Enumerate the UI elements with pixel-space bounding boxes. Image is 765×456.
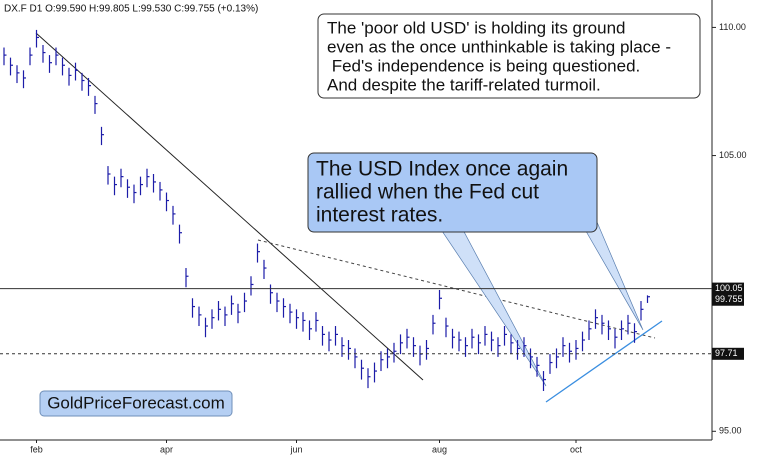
support-trendline [545, 320, 663, 403]
x-tick-label: apr [160, 444, 173, 454]
x-tick-label: jun [289, 444, 302, 454]
y-tick-label: 105.00 [719, 150, 747, 160]
comment-line: The 'poor old USD' is holding its ground [327, 18, 626, 37]
comment-box [317, 13, 701, 99]
callout-box [307, 152, 598, 233]
comment-line: even as the once unthinkable is taking p… [327, 37, 671, 56]
last-price-box [712, 293, 744, 306]
x-tick-label: oct [570, 444, 583, 454]
x-tick-label: aug [432, 444, 447, 454]
level-label: 100.05 [715, 283, 743, 293]
comment-line: Fed's independence is being questioned. [327, 56, 640, 75]
down-trendline [35, 32, 424, 381]
x-tick-label: feb [30, 444, 43, 454]
callout-line: The USD Index once again [316, 158, 568, 181]
symbol-header: DX.F D1 O:99.590 H:99.805 L:99.530 C:99.… [4, 4, 258, 15]
callout-line: rallied when the Fed cut [316, 181, 539, 204]
callout-line: interest rates. [316, 204, 443, 227]
comment-text: The 'poor old USD' is holding its ground… [327, 18, 671, 94]
level-label: 97.71 [715, 348, 738, 358]
level-label-box [712, 282, 744, 295]
last-price-label: 99.755 [715, 294, 743, 304]
y-tick-label: 95.00 [719, 426, 742, 436]
comment-line: And despite the tariff-related turmoil. [327, 75, 601, 94]
price-bars [3, 29, 650, 391]
y-tick-label: 110.00 [719, 22, 746, 32]
level-label-box [712, 347, 744, 360]
watermark: GoldPriceForecast.com [47, 393, 225, 412]
watermark-box [39, 390, 233, 417]
